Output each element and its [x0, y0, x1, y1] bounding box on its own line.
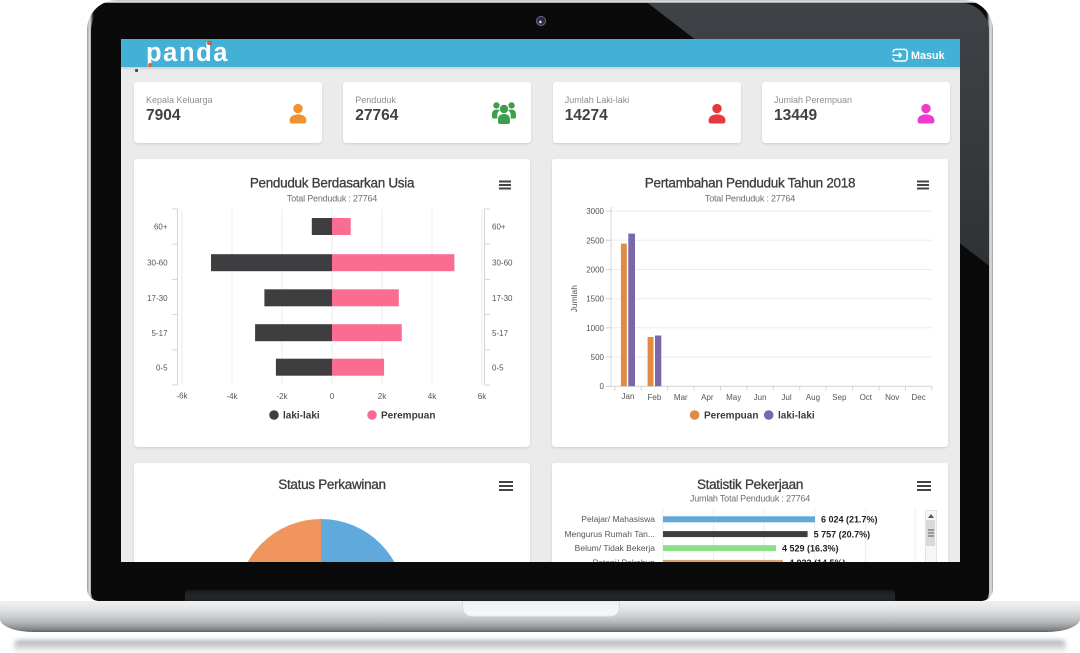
svg-text:Dec: Dec: [911, 393, 925, 402]
svg-text:6k: 6k: [478, 392, 487, 401]
svg-text:Perempuan: Perempuan: [381, 410, 435, 421]
svg-text:6 024 (21.7%): 6 024 (21.7%): [821, 515, 878, 525]
svg-text:4 529 (16.3%): 4 529 (16.3%): [782, 543, 839, 553]
svg-text:2500: 2500: [586, 236, 604, 245]
svg-text:Jan: Jan: [622, 392, 635, 401]
svg-text:Perempuan: Perempuan: [704, 410, 758, 421]
svg-text:Nov: Nov: [885, 393, 899, 402]
svg-text:May: May: [726, 393, 741, 402]
svg-text:4 022 (14.5%): 4 022 (14.5%): [789, 558, 846, 562]
svg-text:5 757 (20.7%): 5 757 (20.7%): [814, 529, 871, 539]
svg-text:60+: 60+: [492, 222, 506, 231]
svg-text:17-30: 17-30: [147, 293, 172, 302]
svg-text:Statistik Pekerjaan: Statistik Pekerjaan: [697, 477, 803, 492]
svg-text:Belum/ Tidak Bekerja: Belum/ Tidak Bekerja: [575, 543, 656, 553]
svg-text:17-30: 17-30: [492, 293, 513, 302]
svg-text:Status Perkawinan: Status Perkawinan: [278, 477, 385, 492]
svg-text:0: 0: [600, 382, 605, 391]
svg-text:0-5: 0-5: [156, 363, 172, 372]
svg-text:5-17: 5-17: [492, 328, 509, 337]
svg-text:Feb: Feb: [648, 393, 662, 402]
svg-text:Penduduk Berdasarkan Usia: Penduduk Berdasarkan Usia: [250, 175, 415, 190]
svg-text:2k: 2k: [378, 392, 387, 401]
svg-text:0: 0: [330, 392, 335, 401]
svg-text:Aug: Aug: [806, 393, 820, 402]
svg-text:Jumlah: Jumlah: [569, 284, 579, 312]
svg-text:Petani/ Pekebun: Petani/ Pekebun: [593, 558, 656, 562]
svg-text:30-60: 30-60: [147, 258, 172, 267]
svg-text:Pelajar/ Mahasiswa: Pelajar/ Mahasiswa: [581, 514, 655, 524]
svg-text:-6k: -6k: [176, 391, 188, 400]
svg-text:Oct: Oct: [860, 393, 873, 402]
svg-text:-2k: -2k: [276, 392, 288, 401]
svg-text:1500: 1500: [586, 294, 604, 303]
svg-text:Total Penduduk : 27764: Total Penduduk : 27764: [287, 193, 377, 203]
svg-text:laki-laki: laki-laki: [283, 410, 320, 421]
svg-text:Mengurus Rumah Tan...: Mengurus Rumah Tan...: [564, 529, 655, 539]
svg-text:laki-laki: laki-laki: [778, 410, 815, 421]
svg-text:Sep: Sep: [832, 393, 847, 402]
svg-text:Jumlah Total Penduduk : 27764: Jumlah Total Penduduk : 27764: [690, 494, 810, 504]
svg-text:Apr: Apr: [701, 393, 714, 402]
svg-text:5-17: 5-17: [152, 328, 172, 337]
svg-text:-4k: -4k: [226, 392, 238, 401]
svg-text:60+: 60+: [154, 222, 172, 231]
svg-text:4k: 4k: [428, 392, 437, 401]
svg-text:0-5: 0-5: [492, 363, 504, 372]
svg-text:Total Penduduk : 27764: Total Penduduk : 27764: [705, 193, 795, 203]
svg-text:500: 500: [591, 353, 605, 362]
svg-text:Jun: Jun: [754, 393, 767, 402]
svg-text:30-60: 30-60: [492, 258, 513, 267]
svg-text:Mar: Mar: [674, 393, 688, 402]
svg-text:Jul: Jul: [781, 393, 791, 402]
svg-text:Pertambahan Penduduk Tahun 201: Pertambahan Penduduk Tahun 2018: [645, 175, 855, 190]
svg-text:1000: 1000: [586, 323, 604, 332]
svg-text:2000: 2000: [586, 265, 604, 274]
svg-text:3000: 3000: [586, 207, 604, 216]
